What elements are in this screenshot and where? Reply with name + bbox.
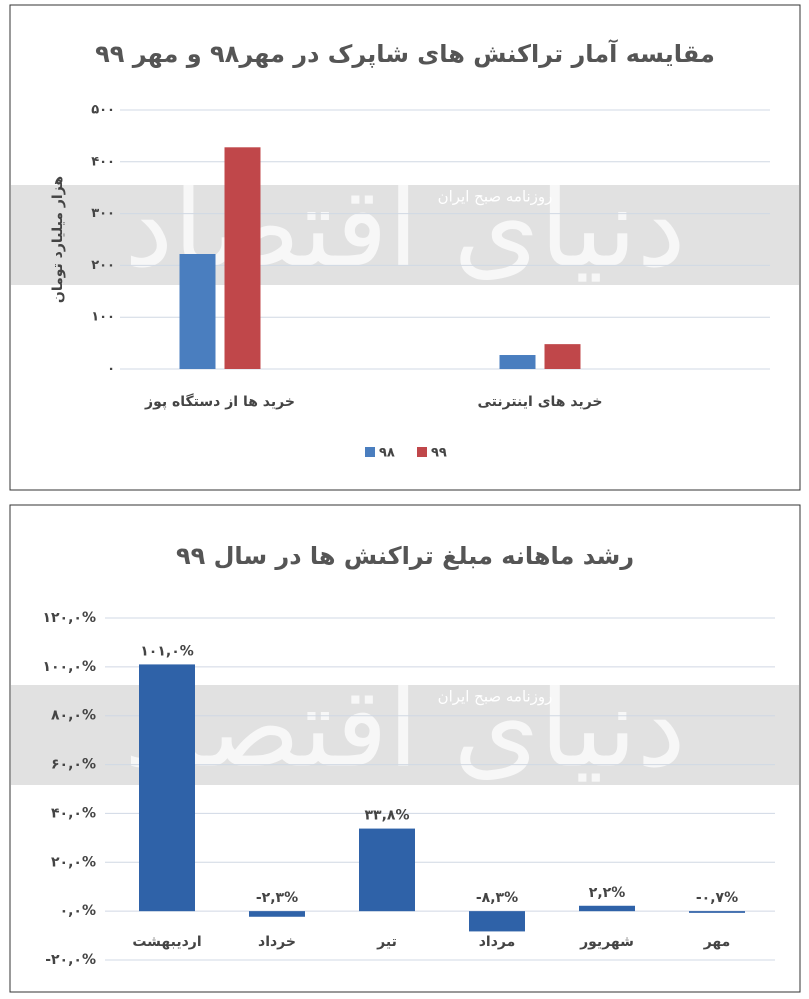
chart-title: رشد ماهانه مبلغ تراکنش ها در سال ۹۹ (176, 542, 634, 570)
data-label: -۰,۷% (696, 890, 738, 906)
data-label: ۲,۲% (589, 885, 625, 901)
bar (579, 905, 635, 912)
y-tick-label: ۴۰۰ (91, 154, 115, 169)
bar (469, 911, 525, 932)
bar (249, 911, 305, 917)
y-axis-label: هزار میلیارد تومان (50, 176, 66, 303)
y-tick-label: ۰,۰% (60, 903, 96, 919)
legend-swatch (365, 447, 375, 457)
data-label: -۸,۳% (476, 890, 518, 906)
watermark-note: روزنامه صبح ایران (438, 688, 553, 706)
y-tick-label: ۱۲۰,۰% (42, 610, 96, 626)
x-tick-label: مهر (703, 934, 731, 950)
bar (689, 911, 745, 913)
bar (224, 147, 261, 369)
x-tick-label: مرداد (479, 934, 516, 950)
x-tick-label: خرید ها از دستگاه پوز (144, 393, 295, 410)
data-label: ۱۰۱,۰% (140, 643, 194, 659)
x-tick-label: شهریور (579, 934, 634, 950)
y-tick-label: ۵۰۰ (91, 103, 115, 118)
legend-label: ۹۹ (431, 446, 447, 461)
y-tick-label: -۲۰,۰% (45, 952, 96, 968)
watermark-note: روزنامه صبح ایران (438, 188, 553, 206)
x-tick-label: خرداد (258, 934, 296, 950)
chart-title: مقایسه آمار تراکنش های شاپرک در مهر۹۸ و … (95, 39, 715, 68)
data-label: ۳۳,۸% (365, 808, 410, 824)
watermark-band (11, 185, 799, 285)
x-tick-label: اردیبهشت (132, 934, 201, 950)
y-tick-label: ۴۰,۰% (51, 805, 96, 821)
watermark: دنیای اقتصاد (124, 663, 686, 791)
y-tick-label: ۶۰,۰% (51, 757, 96, 773)
y-tick-label: ۸۰,۰% (51, 708, 96, 724)
bar (544, 344, 581, 369)
legend-swatch (417, 447, 427, 457)
y-tick-label: ۱۰۰ (91, 310, 115, 325)
x-tick-label: تیر (376, 934, 397, 950)
data-label: -۲,۳% (256, 890, 298, 906)
bar (499, 355, 536, 369)
y-tick-label: ۱۰۰,۰% (42, 659, 96, 675)
legend-label: ۹۸ (379, 446, 395, 461)
y-tick-label: ۳۰۰ (91, 206, 115, 221)
y-tick-label: ۰ (107, 362, 115, 377)
watermark: دنیای اقتصاد (124, 163, 686, 291)
bar (179, 254, 216, 369)
bar (139, 664, 195, 912)
x-tick-label: خرید های اینترنتی (477, 394, 602, 410)
y-tick-label: ۲۰,۰% (51, 854, 96, 870)
y-tick-label: ۲۰۰ (91, 258, 115, 273)
bar (359, 828, 415, 912)
